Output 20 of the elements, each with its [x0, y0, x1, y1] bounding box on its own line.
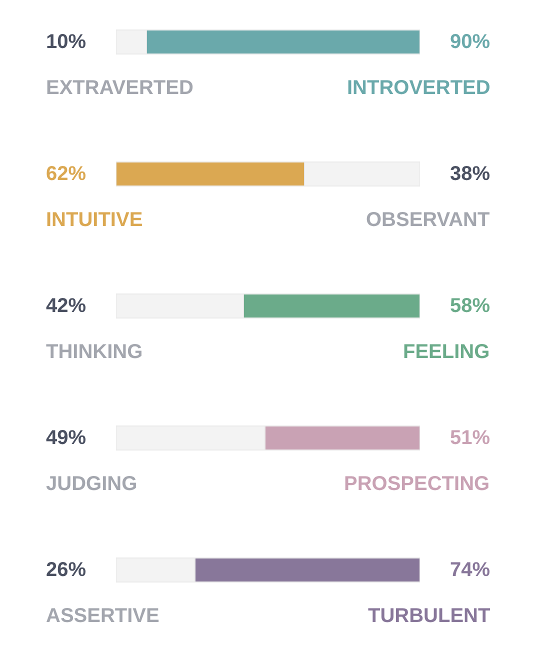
annotation: OBSERVANT: [366, 209, 490, 231]
annotation: TURBULENT: [368, 605, 490, 627]
data-label: 26%: [46, 559, 86, 581]
data-label: 58%: [450, 295, 490, 317]
annotation: JUDGING: [46, 473, 138, 495]
data-label: 38%: [450, 163, 490, 185]
annotation: EXTRAVERTED: [46, 77, 194, 99]
annotation: THINKING: [46, 341, 143, 363]
data-label: 51%: [450, 427, 490, 449]
annotation: PROSPECTING: [344, 473, 490, 495]
data-label: 42%: [46, 295, 86, 317]
data-label: 90%: [450, 31, 490, 53]
data-label: 10%: [46, 31, 86, 53]
annotation: ASSERTIVE: [46, 605, 160, 627]
data-label: 74%: [450, 559, 490, 581]
annotation: INTUITIVE: [46, 209, 143, 231]
annotation: INTROVERTED: [347, 77, 490, 99]
data-label: 49%: [46, 427, 86, 449]
annotation: FEELING: [403, 341, 490, 363]
data-label: 62%: [46, 163, 86, 185]
